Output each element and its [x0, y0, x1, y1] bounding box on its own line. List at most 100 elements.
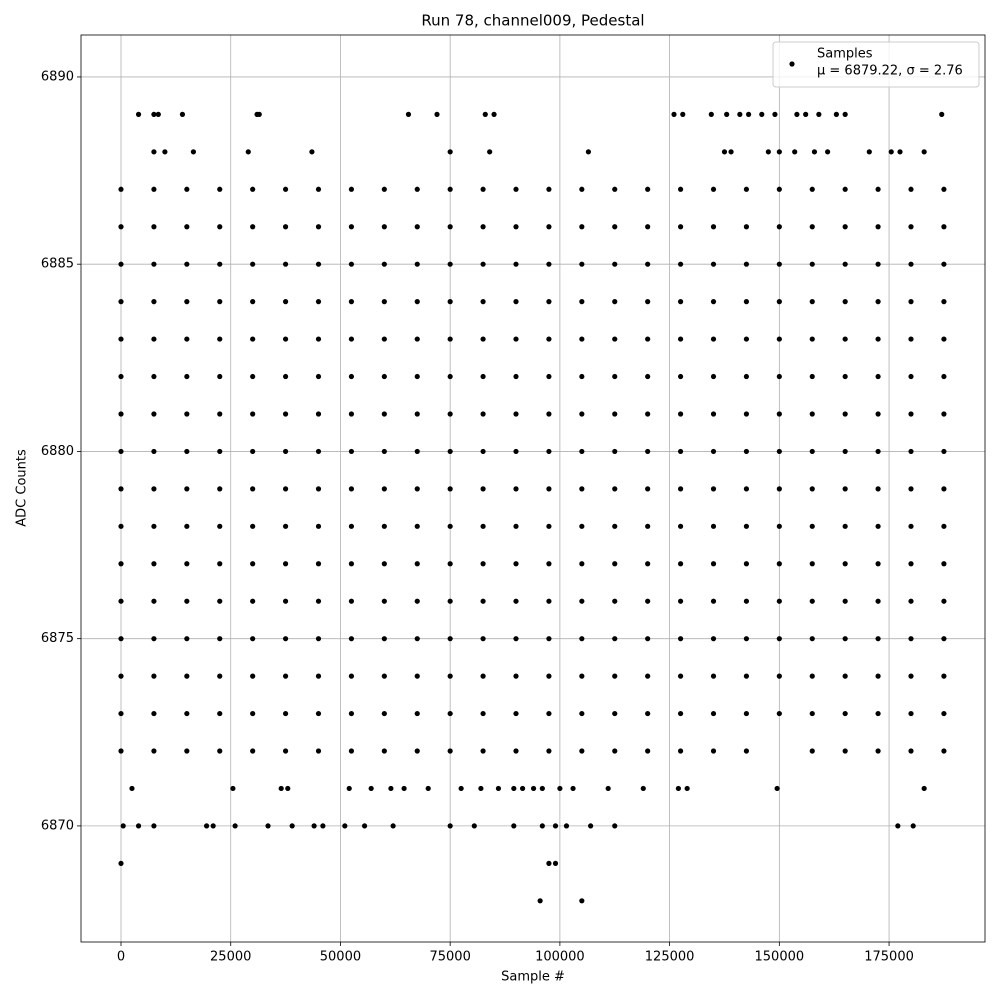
- point: [866, 149, 872, 155]
- point: [414, 561, 420, 567]
- point: [908, 598, 914, 604]
- legend-box: [772, 41, 980, 88]
- point: [809, 673, 815, 679]
- point: [414, 748, 420, 754]
- point: [776, 373, 782, 380]
- point: [348, 411, 355, 417]
- point: [482, 111, 488, 117]
- point: [230, 785, 236, 792]
- point: [612, 673, 618, 679]
- point: [759, 111, 765, 117]
- point: [265, 823, 271, 829]
- point: [480, 411, 486, 417]
- point: [282, 636, 289, 642]
- point: [414, 673, 420, 679]
- point: [184, 710, 190, 717]
- point: [710, 336, 717, 342]
- point: [414, 710, 420, 717]
- point: [677, 336, 684, 342]
- points: [118, 111, 947, 904]
- point: [546, 448, 552, 455]
- point: [480, 748, 486, 754]
- point: [480, 523, 486, 529]
- point: [315, 299, 322, 305]
- point: [645, 336, 651, 342]
- point: [381, 710, 387, 717]
- point: [348, 186, 355, 192]
- point: [908, 224, 914, 230]
- point: [250, 448, 256, 455]
- point: [348, 373, 355, 380]
- point: [447, 748, 453, 754]
- point: [809, 486, 815, 492]
- point: [511, 785, 517, 792]
- point: [579, 261, 585, 267]
- point: [563, 823, 570, 829]
- point: [315, 673, 322, 679]
- point: [414, 299, 420, 305]
- point: [480, 299, 486, 305]
- point: [381, 748, 387, 754]
- point: [776, 336, 782, 342]
- point: [118, 598, 124, 604]
- point: [809, 224, 815, 230]
- point: [645, 673, 651, 679]
- point: [282, 336, 289, 342]
- point: [250, 710, 256, 717]
- point: [118, 673, 124, 679]
- point: [250, 186, 256, 192]
- point: [513, 561, 519, 567]
- point: [792, 149, 798, 155]
- point: [776, 523, 782, 529]
- point: [875, 373, 881, 380]
- point: [941, 710, 947, 717]
- point: [809, 561, 815, 567]
- point: [414, 448, 420, 455]
- point: [640, 785, 646, 792]
- point: [842, 261, 848, 267]
- point: [184, 299, 190, 305]
- point: [250, 486, 256, 492]
- point: [118, 186, 124, 192]
- point: [217, 748, 223, 754]
- point: [250, 299, 256, 305]
- point: [184, 261, 190, 267]
- point: [155, 111, 161, 117]
- point: [941, 224, 947, 230]
- point: [414, 411, 420, 417]
- point: [809, 373, 815, 380]
- point: [809, 523, 815, 529]
- point: [579, 411, 585, 417]
- point: [546, 673, 552, 679]
- point: [184, 411, 190, 417]
- point: [381, 523, 387, 529]
- point: [381, 411, 387, 417]
- point: [381, 261, 387, 267]
- point: [897, 149, 903, 155]
- point: [348, 224, 355, 230]
- point: [414, 261, 420, 267]
- point: [842, 448, 848, 455]
- point: [118, 261, 124, 267]
- point: [875, 710, 881, 717]
- point: [908, 710, 914, 717]
- point: [776, 224, 782, 230]
- point: [118, 710, 124, 717]
- point: [513, 636, 519, 642]
- point: [405, 111, 412, 117]
- point: [612, 411, 618, 417]
- point: [151, 636, 157, 642]
- point: [677, 561, 684, 567]
- x-tick-label: 25000: [210, 950, 251, 965]
- x-tick-label: 100000: [535, 950, 585, 965]
- point: [513, 523, 519, 529]
- point: [184, 224, 190, 230]
- point: [875, 748, 881, 754]
- point: [184, 448, 190, 455]
- point: [612, 373, 618, 380]
- point: [645, 448, 651, 455]
- point: [348, 748, 355, 754]
- point: [710, 561, 717, 567]
- point: [842, 486, 848, 492]
- point: [414, 186, 420, 192]
